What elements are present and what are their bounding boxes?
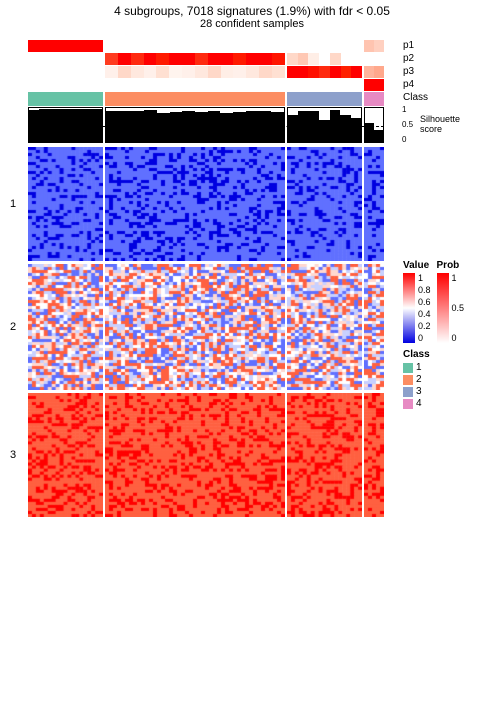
anno-label-p2: p2 [403,53,414,64]
anno-p2 [28,53,398,65]
row-cluster-label: 2 [10,321,16,333]
legend-area: Value10.80.60.40.20Prob10.50 Class1234 [403,260,498,715]
anno-p4 [28,79,398,91]
silhouette-track [28,107,398,143]
page-title: 4 subgroups, 7018 signatures (1.9%) with… [0,0,504,18]
silhouette-label: Silhouette score [420,114,460,134]
chart-layout: p1p2p3p4Class10.50Silhouette score123 Va… [28,40,498,500]
anno-class [28,92,398,106]
row-cluster-label: 1 [10,198,16,210]
anno-label-class: Class [403,92,428,103]
anno-label-p4: p4 [403,79,414,90]
page-subtitle: 28 confident samples [0,18,504,34]
legend-prob: Prob10.50 [437,260,465,343]
heatmap-area: p1p2p3p4Class10.50Silhouette score123 [28,40,398,495]
anno-p1 [28,40,398,52]
legend-class: Class1234 [403,349,498,409]
row-cluster-label: 3 [10,449,16,461]
silhouette-threshold-line [28,126,384,127]
heatmap-body: 123 [28,147,398,517]
anno-p3 [28,66,398,78]
anno-label-p1: p1 [403,40,414,51]
anno-label-p3: p3 [403,66,414,77]
legend-value: Value10.80.60.40.20 [403,260,431,343]
